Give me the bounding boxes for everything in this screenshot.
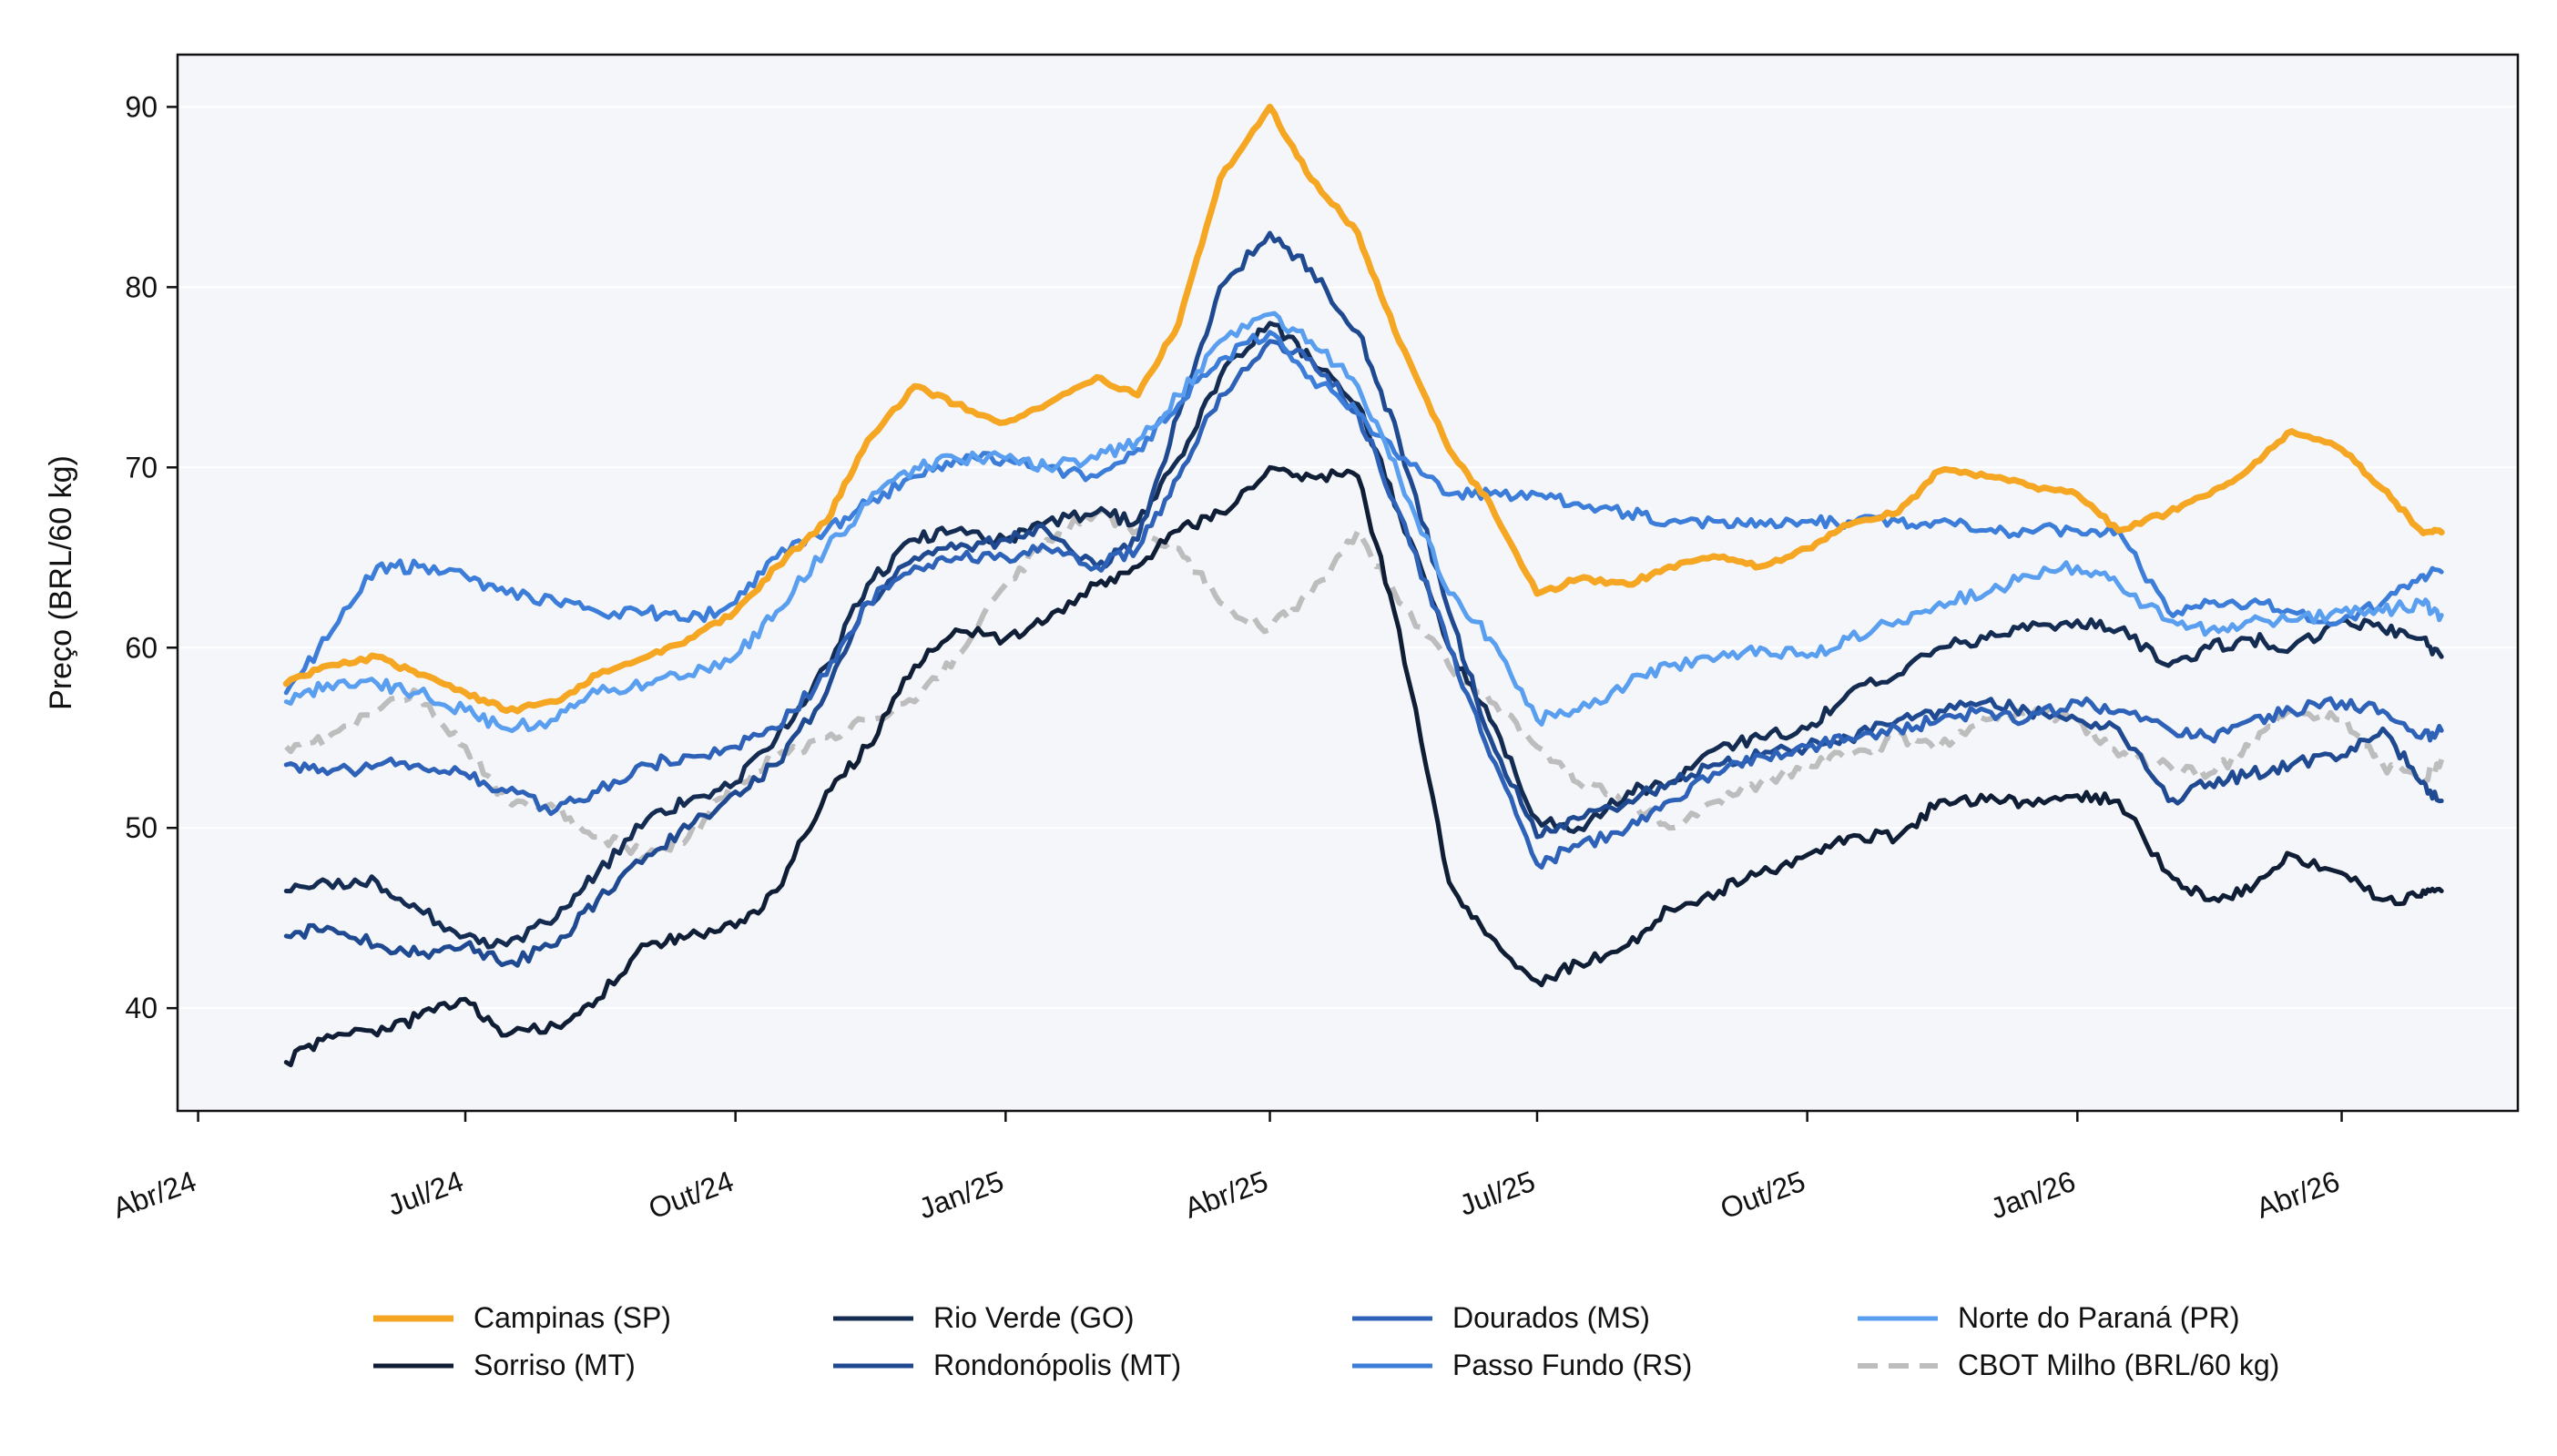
legend-label: Dourados (MS) bbox=[1452, 1301, 1650, 1334]
y-tick-label: 50 bbox=[125, 811, 158, 844]
x-tick-label: Out/25 bbox=[1716, 1165, 1809, 1226]
x-tick-label: Jul/24 bbox=[383, 1165, 468, 1222]
y-tick-label: 70 bbox=[125, 451, 158, 484]
y-tick-label: 40 bbox=[125, 992, 158, 1024]
x-tick-label: Jul/25 bbox=[1455, 1165, 1540, 1222]
legend-label: Norte do Paraná (PR) bbox=[1958, 1301, 2239, 1334]
plot-area bbox=[178, 55, 2518, 1111]
y-tick-label: 60 bbox=[125, 631, 158, 664]
legend-label: Passo Fundo (RS) bbox=[1452, 1349, 1692, 1381]
series-line bbox=[283, 311, 2444, 734]
series-line bbox=[283, 339, 2444, 870]
y-tick-label: 80 bbox=[125, 270, 158, 303]
legend-label: CBOT Milho (BRL/60 kg) bbox=[1958, 1349, 2279, 1381]
x-tick-label: Abr/24 bbox=[108, 1165, 200, 1225]
y-axis: 40 50 60 70 80 90 bbox=[125, 90, 178, 1024]
x-tick-label: Jan/26 bbox=[1986, 1165, 2080, 1226]
legend-label: Campinas (SP) bbox=[474, 1301, 671, 1334]
legend: Campinas (SP) Sorriso (MT) Rio Verde (GO) R… bbox=[373, 1301, 2279, 1381]
y-axis-label: Preço (BRL/60 kg) bbox=[44, 455, 78, 710]
y-tick-label: 90 bbox=[125, 90, 158, 123]
x-axis: Abr/24 Jul/24 Out/24 Jan/25 Abr/25 Jul/25 Out/… bbox=[108, 1111, 2344, 1225]
series-line bbox=[283, 464, 2444, 1068]
x-tick-label: Abr/26 bbox=[2252, 1165, 2344, 1225]
series-line bbox=[282, 103, 2445, 715]
plot-frame bbox=[176, 53, 2520, 1113]
series-line bbox=[283, 330, 2444, 696]
legend-label: Rondonópolis (MT) bbox=[933, 1349, 1181, 1381]
legend-label: Rio Verde (GO) bbox=[933, 1301, 1135, 1334]
x-tick-label: Jan/25 bbox=[914, 1165, 1008, 1226]
x-tick-label: Out/24 bbox=[644, 1165, 738, 1226]
series-line bbox=[283, 230, 2444, 968]
series-lines bbox=[282, 103, 2445, 1068]
x-tick-label: Abr/25 bbox=[1180, 1165, 1272, 1225]
legend-label: Sorriso (MT) bbox=[474, 1349, 636, 1381]
grid-lines bbox=[178, 106, 2518, 1010]
